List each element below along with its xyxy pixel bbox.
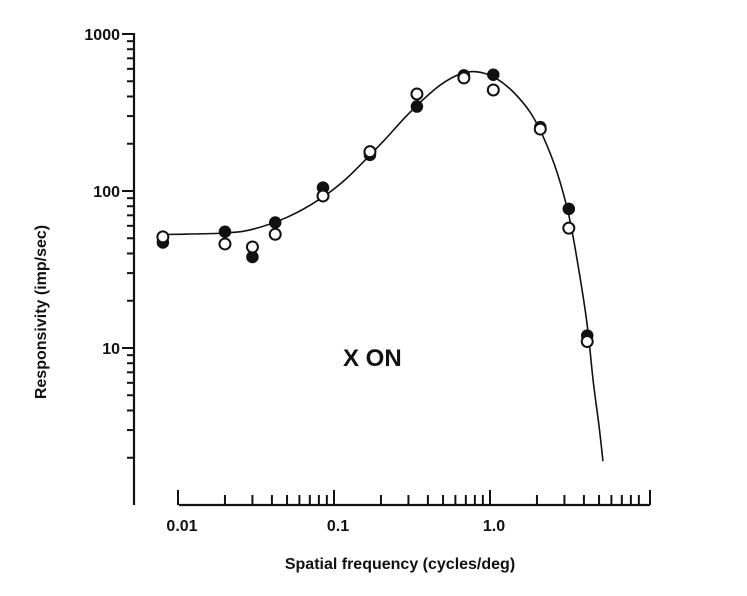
filled-data-point bbox=[218, 225, 232, 239]
open-data-point bbox=[316, 189, 330, 203]
filled-data-point bbox=[268, 216, 282, 229]
open-data-point bbox=[218, 237, 232, 251]
open-data-point bbox=[533, 122, 547, 136]
open-data-point bbox=[410, 87, 424, 101]
open-data-point bbox=[268, 227, 282, 241]
open-data-point bbox=[363, 145, 377, 159]
open-data-point bbox=[245, 240, 259, 254]
y-tick-label: 10 bbox=[102, 341, 120, 358]
ticks bbox=[122, 33, 651, 505]
y-tick-label: 100 bbox=[93, 184, 120, 201]
axes bbox=[132, 33, 650, 507]
open-data-point bbox=[580, 335, 594, 349]
fit-curve bbox=[162, 70, 604, 462]
data-points bbox=[156, 68, 594, 349]
open-data-point bbox=[486, 83, 500, 97]
y-tick-label: 1000 bbox=[84, 27, 120, 44]
tick-labels: 10 100 1000 0.01 0.1 1.0 bbox=[84, 27, 505, 535]
x-axis-label: Spatial frequency (cycles/deg) bbox=[285, 556, 515, 573]
fit-curve-layer bbox=[162, 70, 604, 462]
x-tick-label: 0.01 bbox=[166, 518, 197, 535]
filled-data-point bbox=[410, 100, 424, 113]
filled-data-point bbox=[562, 202, 576, 216]
x-tick-label: 0.1 bbox=[327, 518, 349, 535]
open-data-point bbox=[156, 230, 170, 244]
cell-type-annotation: X ON bbox=[343, 345, 402, 372]
open-data-point bbox=[457, 71, 471, 85]
open-data-point bbox=[562, 221, 576, 235]
x-tick-label: 1.0 bbox=[483, 518, 505, 535]
filled-data-point bbox=[487, 68, 500, 82]
y-axis-label: Responsivity (imp/sec) bbox=[33, 225, 50, 399]
